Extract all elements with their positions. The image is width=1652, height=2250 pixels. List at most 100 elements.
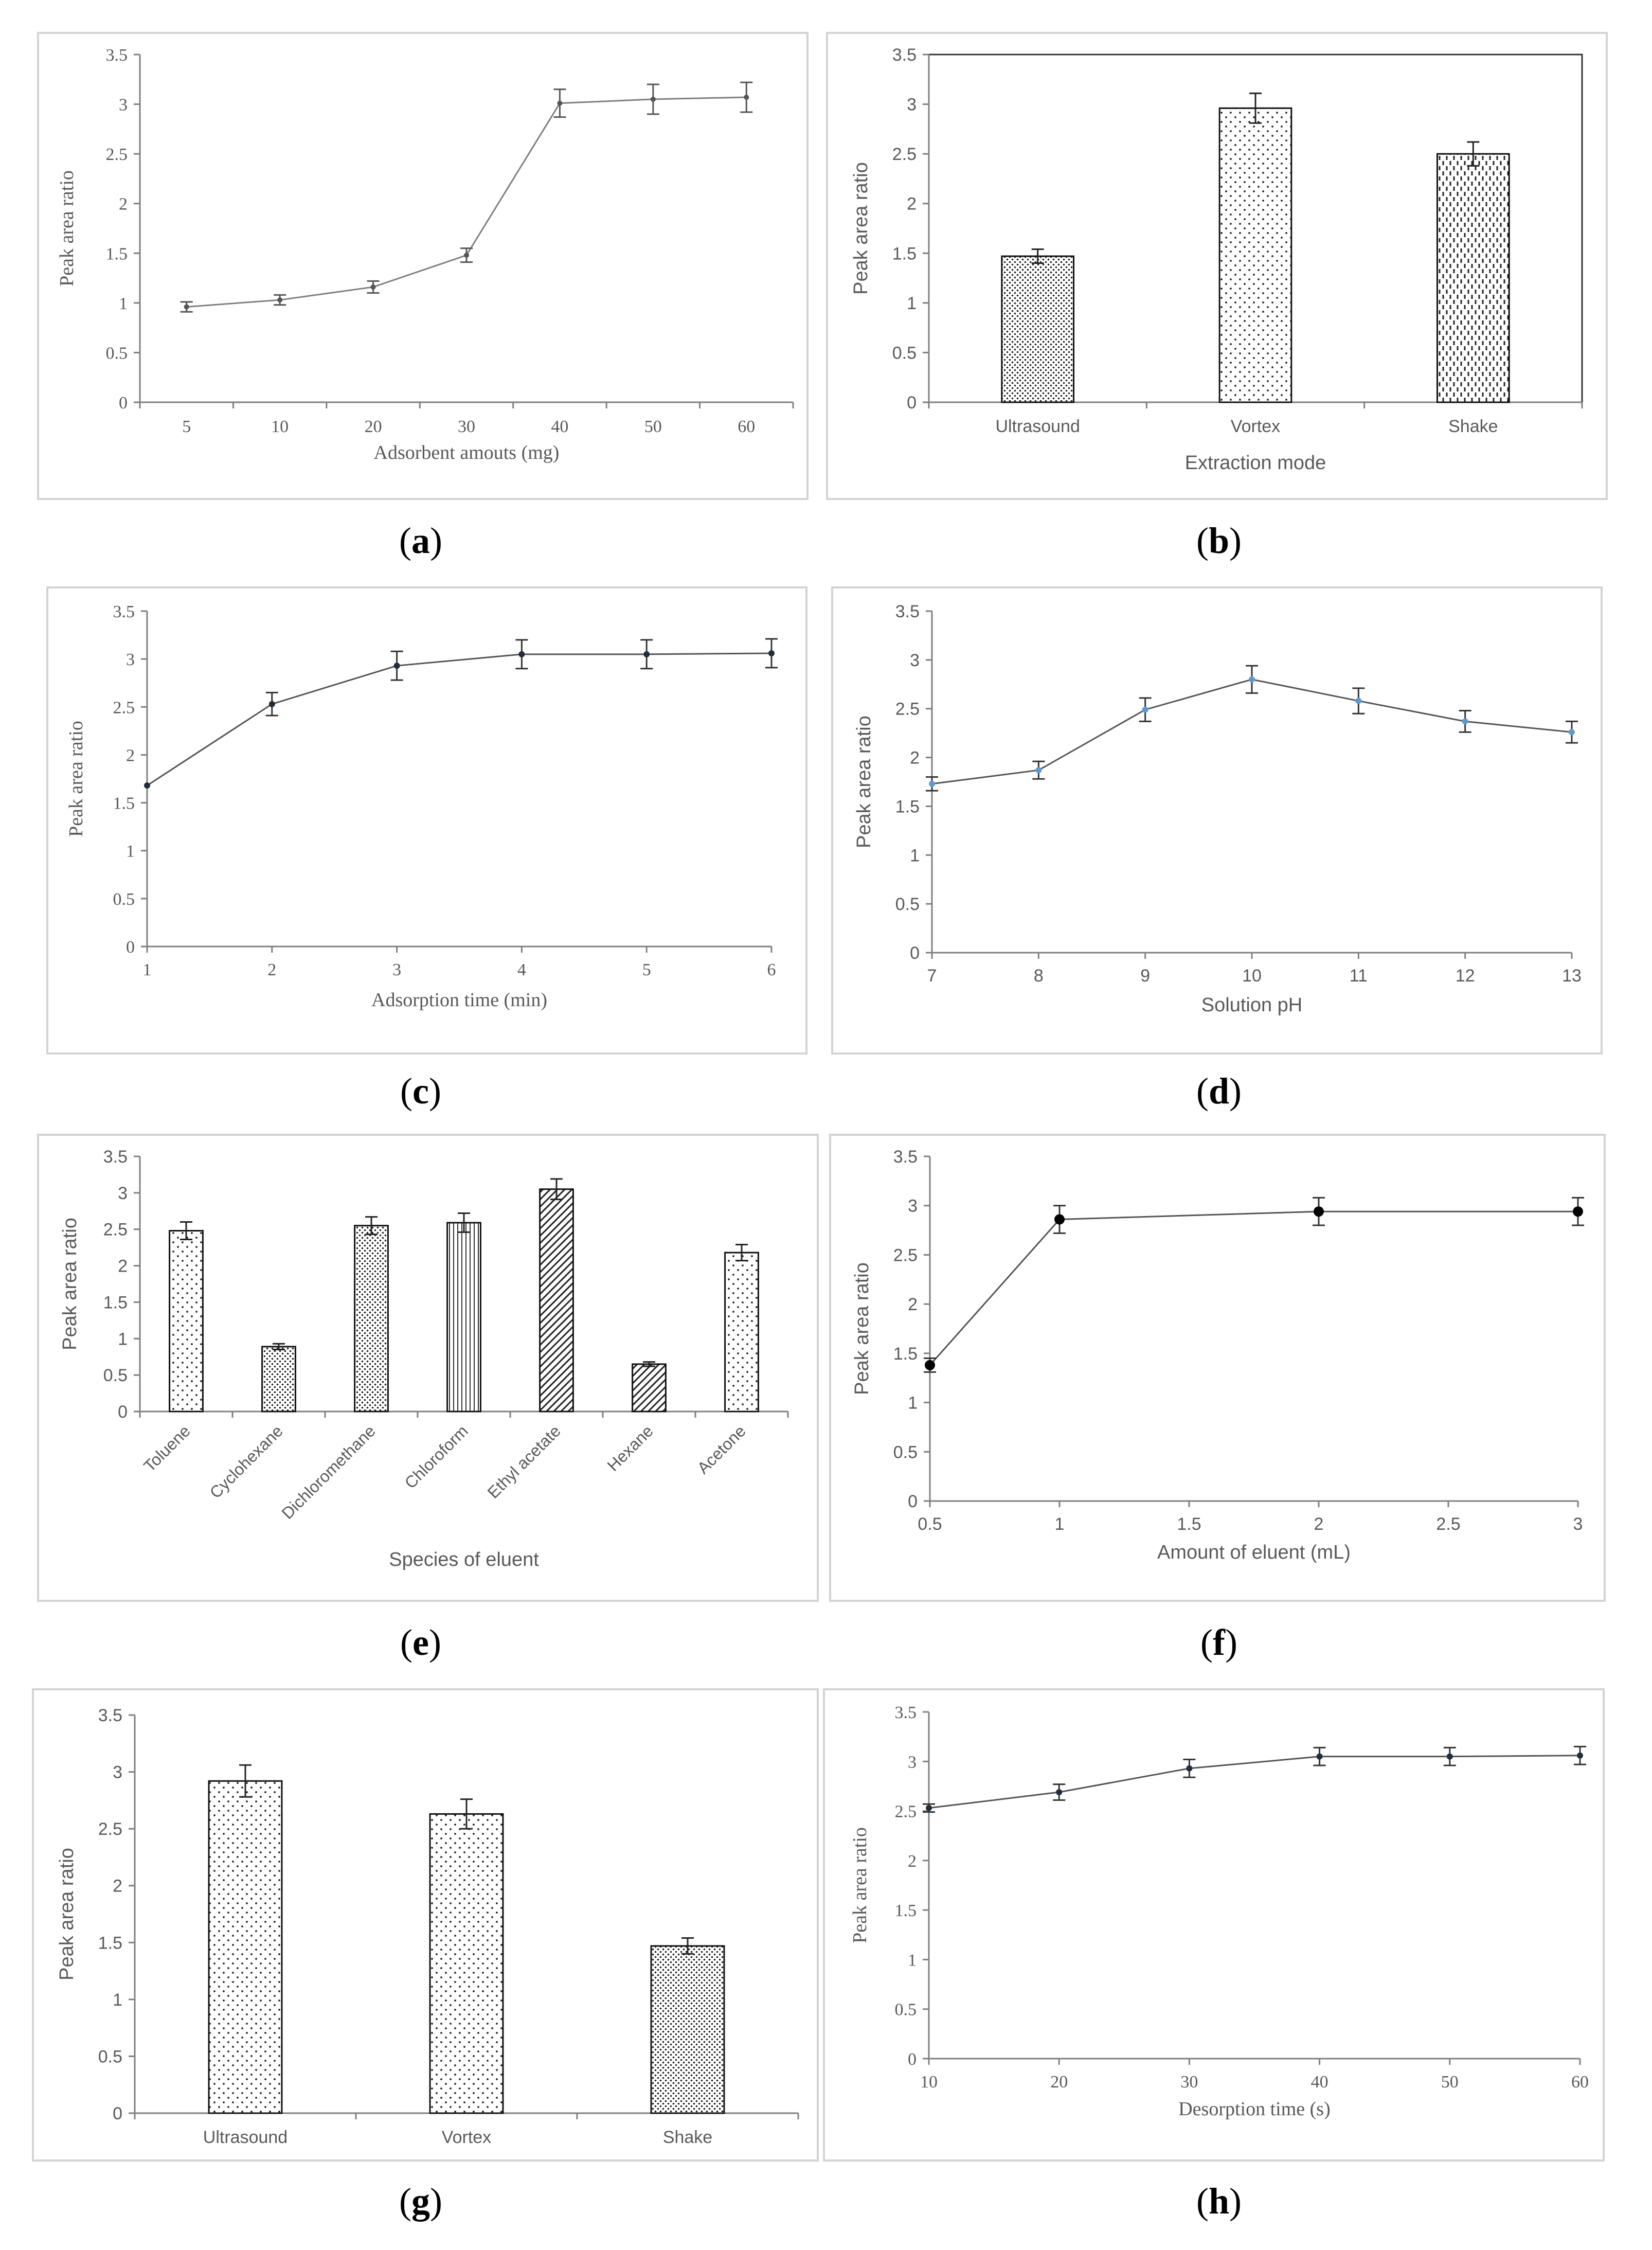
- chart-frame: [38, 33, 807, 499]
- chart-svg-b: 0 0.5 1 1.5 2 2.5 3 3.5 Peak area ratio Extractio…: [826, 32, 1608, 500]
- chart-panel-d: 0 0.5 1 1.5 2 2.5 3 3.5 Peak area ratio Solution …: [831, 586, 1603, 1055]
- y-tick-label: 2.5: [98, 1819, 122, 1839]
- x-tick-label: 10: [271, 417, 289, 436]
- data-point: [1056, 1789, 1062, 1795]
- bar-acetone: [725, 1253, 759, 1412]
- chart-frame: [47, 587, 806, 1053]
- chart-panel-c: 0 0.5 1 1.5 2 2.5 3 3.5 Peak area ratio Adsorptio…: [46, 586, 807, 1055]
- x-tick-label: 30: [458, 417, 475, 436]
- y-tick-label: 3: [113, 1763, 122, 1782]
- caption-letter-h: h: [1209, 2181, 1229, 2222]
- x-tick-label: Shake: [663, 2128, 712, 2147]
- x-tick-label: 1.5: [1177, 1514, 1201, 1534]
- chart-frame: [830, 1135, 1605, 1601]
- y-tick-label: 3.5: [113, 602, 135, 621]
- y-tick-label: 0.5: [895, 895, 920, 914]
- y-tick-label: 3.5: [893, 1147, 918, 1167]
- data-point: [1035, 767, 1042, 773]
- bar-dichloromethane: [355, 1226, 388, 1412]
- data-point: [557, 101, 562, 106]
- x-tick-label: 1: [1055, 1514, 1065, 1534]
- y-tick-label: 1: [907, 294, 917, 313]
- y-tick-label: 2.5: [106, 145, 128, 164]
- caption-a: (a): [369, 520, 472, 562]
- y-tick-label: 1: [908, 1394, 918, 1413]
- data-point: [1142, 707, 1148, 713]
- x-tick-label: 40: [551, 417, 568, 436]
- x-tick-label: 12: [1456, 966, 1475, 986]
- y-tick-label: 0: [118, 1402, 128, 1422]
- x-tick-label: Shake: [1448, 417, 1498, 436]
- y-tick-label: 2.5: [892, 145, 917, 164]
- x-tick-label: 60: [738, 417, 755, 436]
- x-tick-label: 40: [1311, 2073, 1328, 2092]
- x-tick-label: 6: [767, 960, 776, 979]
- data-point: [925, 1360, 935, 1370]
- bar-cyclohexane: [262, 1347, 296, 1412]
- y-tick-label: 1.5: [106, 244, 128, 263]
- y-axis-title: Peak area ratio: [56, 1848, 78, 1980]
- y-tick-label: 3: [118, 1184, 128, 1203]
- y-tick-label: 2: [910, 748, 920, 768]
- x-tick-label: 3: [392, 960, 401, 979]
- data-point: [464, 253, 469, 258]
- y-tick-label: 0: [908, 1492, 918, 1511]
- y-tick-label: 1.5: [113, 794, 135, 813]
- data-point: [1249, 676, 1255, 683]
- data-point: [1317, 1754, 1323, 1760]
- y-tick-label: 0: [126, 938, 135, 957]
- data-point: [1447, 1754, 1453, 1760]
- y-tick-label: 1.5: [895, 797, 920, 816]
- y-tick-label: 3: [119, 96, 128, 115]
- caption-letter-a: a: [411, 520, 430, 561]
- data-point: [277, 297, 282, 302]
- chart-svg-c: 00.511.522.533.5Peak area ratioAdsorptio…: [46, 586, 807, 1055]
- y-tick-label: 1.5: [892, 244, 917, 263]
- x-tick-label: 2.5: [1436, 1514, 1460, 1534]
- bar-shake: [651, 1946, 724, 2113]
- bar-ultrasound: [1002, 256, 1074, 402]
- x-tick-label: Ultrasound: [995, 417, 1080, 436]
- y-tick-label: 2: [113, 1877, 122, 1896]
- y-tick-label: 0: [907, 393, 917, 413]
- data-point: [1577, 1753, 1583, 1759]
- y-tick-label: 3.5: [895, 602, 920, 621]
- data-point: [643, 651, 650, 657]
- caption-e: (e): [369, 1621, 472, 1664]
- bar-vortex: [1219, 108, 1291, 402]
- x-tick-label: 8: [1034, 966, 1044, 986]
- y-tick-label: 3.5: [895, 1703, 917, 1722]
- x-tick-label: 3: [1573, 1514, 1583, 1534]
- data-point: [518, 651, 525, 657]
- y-tick-label: 2: [908, 1295, 918, 1314]
- x-tick-label: 7: [927, 966, 937, 986]
- y-tick-label: 3: [908, 1197, 918, 1216]
- bar-ethyl-acetate: [540, 1189, 573, 1412]
- y-tick-label: 3: [126, 650, 135, 669]
- y-tick-label: 2: [119, 195, 128, 214]
- y-tick-label: 0: [910, 943, 920, 963]
- data-point: [1355, 698, 1361, 704]
- x-tick-label: Ultrasound: [203, 2128, 288, 2147]
- y-tick-label: 2.5: [895, 700, 920, 719]
- y-tick-label: 0: [119, 394, 128, 413]
- y-axis-title: Peak area ratio: [59, 1218, 81, 1350]
- x-tick-label: 50: [1441, 2073, 1459, 2092]
- chart-frame: [824, 1689, 1604, 2160]
- y-tick-label: 0.5: [103, 1366, 128, 1385]
- y-tick-label: 1: [126, 842, 135, 861]
- x-tick-label: 30: [1180, 2073, 1198, 2092]
- bar-chloroform: [447, 1223, 481, 1412]
- data-point: [1569, 729, 1575, 735]
- x-tick-label: 9: [1140, 966, 1150, 986]
- y-tick-label: 3: [910, 651, 920, 670]
- y-tick-label: 3: [907, 95, 917, 115]
- x-tick-label: 1: [143, 960, 152, 979]
- bar-toluene: [170, 1231, 203, 1412]
- y-tick-label: 1: [908, 1951, 917, 1970]
- data-point: [1054, 1215, 1065, 1225]
- y-tick-label: 2: [118, 1257, 128, 1276]
- data-point: [1462, 718, 1468, 724]
- y-axis-title: Peak area ratio: [849, 1827, 871, 1943]
